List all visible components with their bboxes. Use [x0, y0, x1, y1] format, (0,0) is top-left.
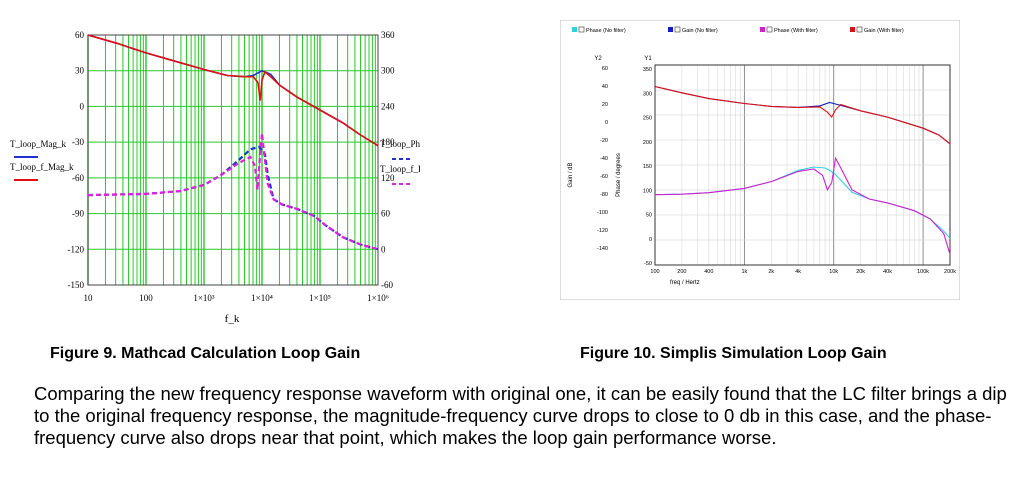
x-tick-label: 4k — [795, 269, 801, 275]
x-axis-label: f_k — [225, 313, 240, 325]
legend-checkbox-icon — [674, 26, 681, 33]
x-tick-label: 100k — [917, 269, 929, 275]
y2-tick-label: 20 — [602, 102, 608, 108]
y2-tick-label: 60 — [602, 66, 608, 72]
series-mag-curve — [87, 34, 379, 147]
right-tick-label: 60 — [381, 209, 391, 219]
legend-label: Gain (With filter) — [864, 28, 904, 34]
x-tick-label: 20k — [856, 269, 865, 275]
x-tick-label: 200 — [677, 269, 686, 275]
legend-swatch — [668, 27, 673, 32]
x-tick-label: 1×10⁴ — [251, 293, 273, 303]
figure-9-caption: Figure 9. Mathcad Calculation Loop Gain — [50, 345, 361, 362]
y2-tick-label: -80 — [600, 192, 608, 198]
left-tick-label: -150 — [68, 280, 85, 290]
x-axis-label: freq / Hertz — [670, 280, 700, 286]
plot-frame — [87, 34, 379, 286]
right-tick-label: -60 — [381, 280, 393, 290]
y1-tick-label: 50 — [646, 213, 652, 219]
figure-10-caption: Figure 10. Simplis Simulation Loop Gain — [580, 345, 887, 362]
left-tick-label: 0 — [80, 101, 85, 111]
x-tick-label: 40k — [883, 269, 892, 275]
x-tick-label: 2k — [768, 269, 774, 275]
x-tick-label: 100 — [650, 269, 659, 275]
simplis-chart: Phase (No filter) Gain (No filter) Phase (… — [559, 19, 961, 301]
y2-tick-label: 40 — [602, 84, 608, 90]
y2-tick-label: 0 — [605, 120, 608, 126]
y1-tick-label: 350 — [643, 67, 652, 73]
right-tick-label: 0 — [381, 244, 386, 254]
x-tick-label: 100 — [139, 293, 153, 303]
y2-tick-label: -20 — [600, 138, 608, 144]
figure-9-mathcad-plot: 60 30 0 -30 -60 -90 -120 -150 360 300 240 180 120 60… — [0, 20, 448, 340]
x-tick-label: 400 — [704, 269, 713, 275]
x-tick-label: 200k — [944, 269, 956, 275]
body-paragraph: Comparing the new frequency response wav… — [34, 383, 1007, 448]
y1-tick-label: 0 — [649, 237, 652, 243]
legend-right-1: T_loop_Phase_k — [380, 139, 420, 149]
simplis-frame — [559, 19, 961, 301]
legend-left-2: T_loop_f_Mag_k — [10, 162, 74, 172]
left-tick-label: -60 — [72, 173, 84, 183]
left-tick-label: -120 — [68, 244, 85, 254]
series-gain-with-filter — [654, 85, 951, 145]
y2-tick-label: -140 — [597, 246, 608, 252]
series-phase-filtered-curve — [87, 133, 379, 251]
y2-tick-label: -60 — [600, 174, 608, 180]
right-tick-label: 180 — [381, 137, 395, 147]
legend-label: Phase (No filter) — [586, 28, 626, 34]
right-tick-label: 120 — [381, 173, 395, 183]
legend-checkbox-icon — [766, 26, 773, 33]
y1-axis-title: Y1 — [644, 56, 652, 62]
left-tick-label: -30 — [72, 137, 84, 147]
series-mag-filtered-curve — [87, 34, 379, 147]
x-tick-label: 10 — [84, 293, 94, 303]
series-phase-with-filter — [654, 156, 951, 255]
right-tick-label: 300 — [381, 66, 395, 76]
legend-swatch — [760, 27, 765, 32]
y1-tick-label: -50 — [644, 261, 652, 267]
y1-tick-label: 100 — [643, 188, 652, 194]
x-tick-label: 1×10³ — [193, 293, 215, 303]
x-tick-label: 10k — [829, 269, 838, 275]
y2-tick-label: -100 — [597, 210, 608, 216]
left-tick-label: 60 — [75, 30, 85, 40]
legend-checkbox-icon — [856, 26, 863, 33]
y2-tick-label: -40 — [600, 156, 608, 162]
y1-tick-label: 200 — [643, 140, 652, 146]
right-tick-label: 240 — [381, 101, 395, 111]
x-tick-label: 1×10⁵ — [309, 293, 331, 303]
x-tick-label: 1k — [741, 269, 747, 275]
y2-axis-title: Y2 — [594, 56, 602, 62]
figure-10-simplis-plot: Phase (No filter) Gain (No filter) Phase (… — [559, 19, 961, 301]
gain-axis-label: Gain / dB — [568, 162, 574, 187]
legend-label: Phase (With filter) — [774, 28, 818, 34]
legend-label: Gain (No filter) — [682, 28, 718, 34]
legend-left-1: T_loop_Mag_k — [10, 139, 66, 149]
y1-tick-label: 250 — [643, 116, 652, 122]
left-tick-label: 30 — [75, 66, 85, 76]
legend-right-2: T_loop_f_Phase_k — [380, 164, 420, 174]
legend-checkbox-icon — [578, 26, 585, 33]
y1-tick-label: 300 — [643, 91, 652, 97]
right-tick-label: 360 — [381, 30, 395, 40]
y1-tick-label: 150 — [643, 164, 652, 170]
left-tick-label: -90 — [72, 209, 84, 219]
x-tick-label: 1×10⁶ — [367, 293, 389, 303]
phase-axis-label: Phase / degrees — [616, 153, 622, 197]
legend-swatch — [572, 27, 577, 32]
series-phase-curve — [87, 145, 379, 251]
y2-tick-label: -120 — [597, 228, 608, 234]
legend-swatch — [850, 27, 855, 32]
simplis-plot-area — [654, 64, 951, 266]
